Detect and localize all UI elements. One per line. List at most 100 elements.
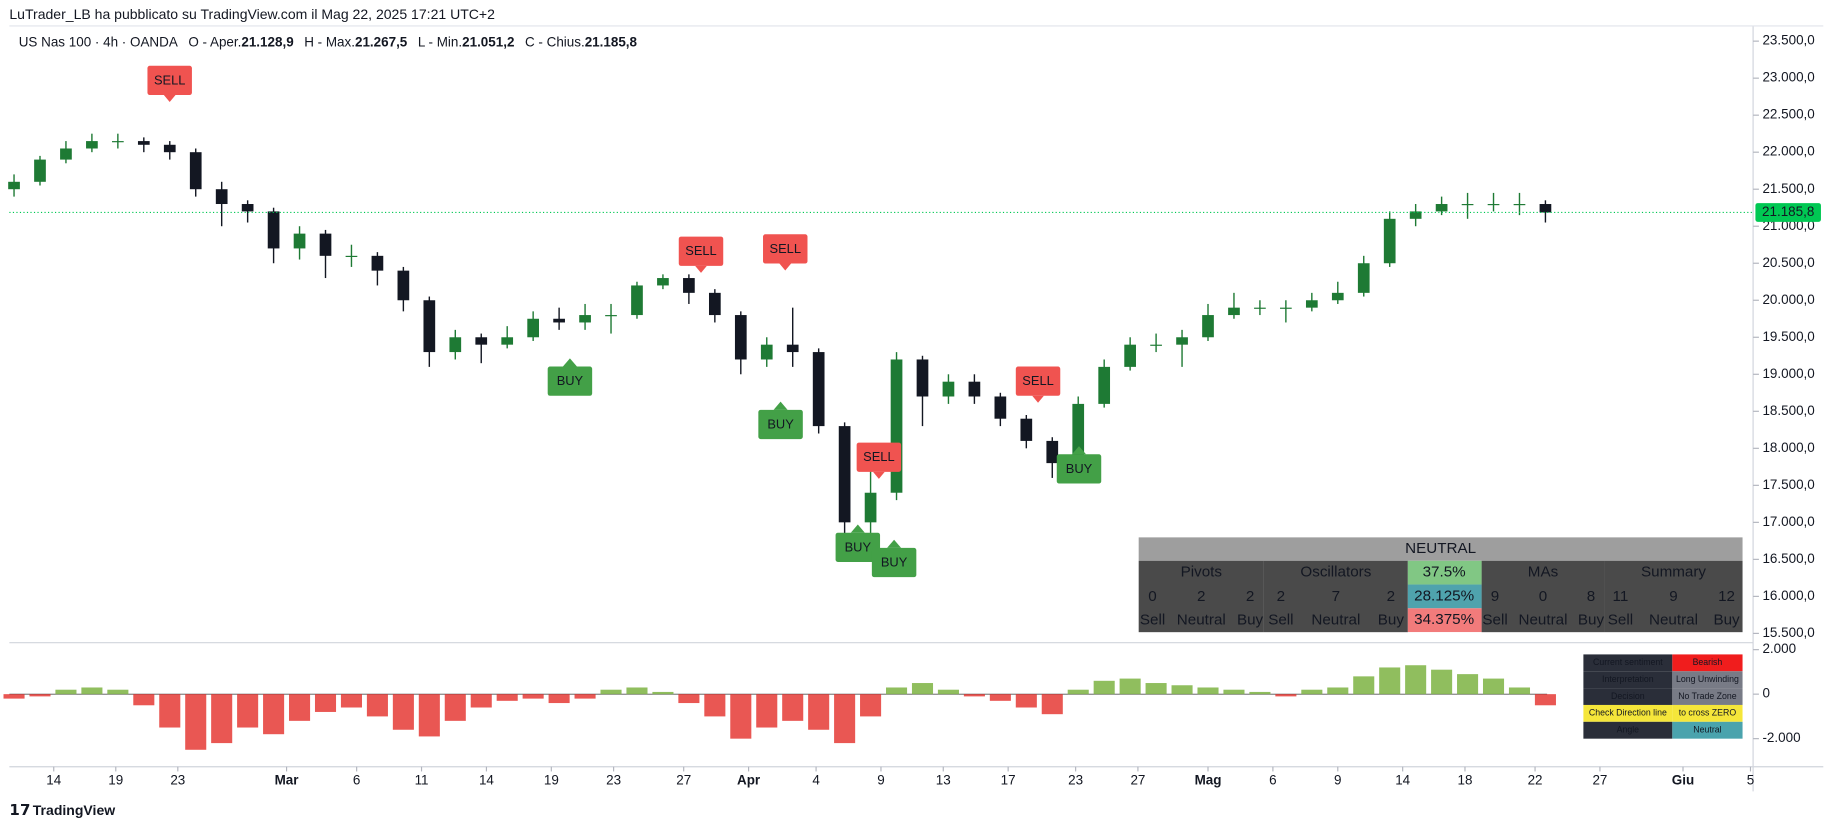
candle-body bbox=[1409, 211, 1422, 219]
last-price-box bbox=[1755, 203, 1821, 222]
osc-bar bbox=[652, 691, 674, 695]
sentiment-key: Current sentiment bbox=[1593, 657, 1663, 667]
candle-body bbox=[137, 141, 150, 145]
y-tick-label: 17.000,0 bbox=[1762, 514, 1814, 529]
signal-pointer bbox=[1071, 446, 1087, 455]
x-tick-label: 6 bbox=[353, 772, 360, 787]
x-tick-label: Mag bbox=[1195, 772, 1222, 787]
osc-bar bbox=[886, 687, 908, 695]
candle-body bbox=[942, 381, 955, 397]
signal-label: BUY bbox=[557, 373, 584, 388]
candle-body bbox=[1228, 307, 1240, 316]
candle-body bbox=[1176, 337, 1188, 345]
count-label: Sell bbox=[1608, 611, 1633, 628]
y-tick-label: 19.500,0 bbox=[1762, 329, 1814, 344]
y-tick-label: 15.500,0 bbox=[1762, 625, 1814, 640]
candle-body bbox=[579, 315, 591, 323]
signal: SELL bbox=[763, 234, 808, 271]
x-tick-label: 27 bbox=[1592, 772, 1607, 787]
signal: BUY bbox=[547, 358, 593, 396]
osc-bar bbox=[860, 694, 882, 717]
signal: BUY bbox=[871, 539, 917, 578]
candle-body bbox=[657, 278, 669, 286]
osc-bar bbox=[704, 694, 726, 717]
candle-body bbox=[890, 359, 903, 493]
osc-bar bbox=[107, 689, 129, 695]
x-tick-label: 13 bbox=[936, 772, 951, 787]
x-tick-label: 14 bbox=[479, 772, 494, 787]
signal: SELL bbox=[1015, 366, 1061, 403]
candle-body bbox=[60, 148, 72, 160]
x-tick-label: Mar bbox=[275, 772, 300, 787]
candle-body bbox=[994, 396, 1007, 419]
group-cell bbox=[1604, 560, 1743, 633]
sentiment-key: Angle bbox=[1617, 725, 1640, 735]
osc-bar bbox=[756, 694, 778, 728]
candle-body bbox=[1513, 204, 1526, 206]
osc-bar bbox=[1119, 678, 1141, 695]
x-tick-label: 17 bbox=[1001, 772, 1016, 787]
x-tick-label: 5 bbox=[1747, 772, 1754, 787]
x-tick-label: 14 bbox=[46, 772, 61, 787]
signal-pointer bbox=[779, 263, 792, 271]
last-price-label: 21.185,8 bbox=[1762, 204, 1814, 219]
candle-body bbox=[423, 300, 436, 353]
osc-bar bbox=[1171, 685, 1193, 695]
osc-y-tick-label: -2.000 bbox=[1762, 730, 1800, 745]
osc-bar bbox=[1197, 687, 1219, 695]
candle-body bbox=[371, 255, 384, 271]
osc-bar bbox=[626, 687, 648, 695]
count-label: Sell bbox=[1140, 611, 1165, 628]
count-label: Neutral bbox=[1519, 611, 1568, 628]
signal-box bbox=[547, 366, 593, 396]
osc-bar bbox=[444, 694, 466, 721]
candle-body bbox=[1202, 315, 1214, 338]
signal-box bbox=[1015, 366, 1061, 396]
candle-body bbox=[34, 159, 46, 182]
osc-bar bbox=[289, 694, 311, 721]
candle-body bbox=[1150, 344, 1162, 346]
signal-pointer bbox=[695, 265, 707, 273]
x-tick-label: Giu bbox=[1672, 772, 1694, 787]
sentiment-value: Neutral bbox=[1693, 725, 1721, 735]
candle-body bbox=[241, 204, 254, 212]
osc-bar bbox=[340, 694, 362, 708]
signal-label: BUY bbox=[845, 539, 872, 554]
sentiment-key: Interpretation bbox=[1602, 674, 1654, 684]
count: 11 bbox=[1613, 588, 1629, 605]
count: 2 bbox=[1387, 588, 1395, 605]
osc-y-tick-label: 0 bbox=[1762, 686, 1769, 701]
osc-bar bbox=[1067, 689, 1089, 695]
osc-bar bbox=[159, 694, 181, 728]
candle-body bbox=[1383, 218, 1396, 264]
candle-body bbox=[1357, 263, 1370, 293]
x-tick-label: 11 bbox=[415, 772, 429, 787]
percent-cell bbox=[1407, 608, 1482, 633]
osc-bar bbox=[678, 694, 700, 704]
signal-pointer bbox=[850, 524, 865, 533]
sentiment-value-cell bbox=[1672, 721, 1743, 739]
candle-body bbox=[319, 233, 332, 256]
y-tick-label: 22.000,0 bbox=[1762, 144, 1814, 159]
x-tick-label: 19 bbox=[544, 772, 559, 787]
osc-bar bbox=[3, 694, 25, 699]
x-tick-label: 4 bbox=[812, 772, 820, 787]
candle-body bbox=[86, 141, 98, 149]
signal-pointer bbox=[873, 471, 885, 479]
signal-label: BUY bbox=[1066, 461, 1093, 476]
y-tick-label: 20.500,0 bbox=[1762, 255, 1814, 270]
candle-body bbox=[397, 270, 410, 301]
y-tick-label: 18.000,0 bbox=[1762, 440, 1814, 455]
signal-box bbox=[856, 442, 902, 472]
sentiment-key: Check Direction line bbox=[1589, 708, 1667, 718]
candle-body bbox=[734, 315, 747, 360]
sentiment-value: to cross ZERO bbox=[1679, 708, 1737, 718]
count-label: Buy bbox=[1237, 611, 1264, 628]
osc-bar bbox=[989, 694, 1011, 701]
x-tick-label: 22 bbox=[1528, 772, 1543, 787]
candle-body bbox=[1539, 204, 1552, 213]
group-name: Summary bbox=[1641, 564, 1706, 581]
osc-bar bbox=[1482, 678, 1505, 695]
candle-body bbox=[864, 492, 877, 523]
